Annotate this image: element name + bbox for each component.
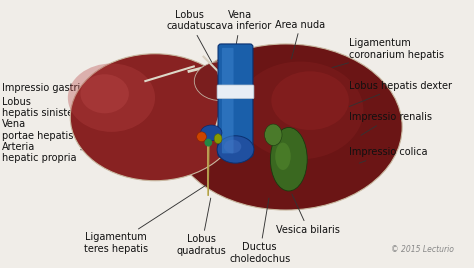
- Ellipse shape: [68, 64, 155, 132]
- Text: Ligamentum
teres hepatis: Ligamentum teres hepatis: [84, 185, 206, 254]
- Ellipse shape: [197, 132, 206, 142]
- Ellipse shape: [214, 134, 222, 144]
- Ellipse shape: [224, 140, 241, 153]
- FancyBboxPatch shape: [222, 48, 234, 153]
- Text: Ductus
choledochus: Ductus choledochus: [229, 198, 291, 264]
- Ellipse shape: [264, 124, 282, 146]
- Ellipse shape: [170, 44, 402, 210]
- Ellipse shape: [201, 125, 222, 141]
- Ellipse shape: [70, 54, 240, 181]
- Text: Impressio gastrica: Impressio gastrica: [2, 83, 94, 100]
- Ellipse shape: [237, 62, 364, 159]
- Ellipse shape: [217, 136, 254, 163]
- Text: Vena
portae hepatis: Vena portae hepatis: [2, 119, 191, 141]
- Text: Ligamentum
coronarium hepatis: Ligamentum coronarium hepatis: [332, 38, 444, 68]
- Ellipse shape: [204, 139, 212, 147]
- Ellipse shape: [271, 71, 349, 130]
- FancyBboxPatch shape: [217, 85, 254, 99]
- Ellipse shape: [275, 143, 291, 170]
- Text: Lobus
caudatus: Lobus caudatus: [166, 10, 214, 66]
- Ellipse shape: [81, 74, 129, 113]
- FancyBboxPatch shape: [218, 44, 253, 157]
- Text: Impressio colica: Impressio colica: [349, 147, 428, 163]
- Text: Arteria
hepatic propria: Arteria hepatic propria: [2, 142, 191, 163]
- Text: Lobus
quadratus: Lobus quadratus: [177, 198, 227, 256]
- Text: Lobus
hepatis sinister: Lobus hepatis sinister: [2, 97, 89, 118]
- Text: Impressio renalis: Impressio renalis: [349, 112, 432, 135]
- Text: Lobus hepatis dexter: Lobus hepatis dexter: [349, 81, 452, 106]
- Text: © 2015 Lecturio: © 2015 Lecturio: [391, 245, 454, 254]
- Text: Vena
cava inferior: Vena cava inferior: [210, 10, 271, 46]
- Text: Vesica bilaris: Vesica bilaris: [276, 194, 340, 235]
- Ellipse shape: [270, 128, 307, 191]
- Text: Area nuda: Area nuda: [275, 20, 326, 59]
- Ellipse shape: [194, 62, 247, 100]
